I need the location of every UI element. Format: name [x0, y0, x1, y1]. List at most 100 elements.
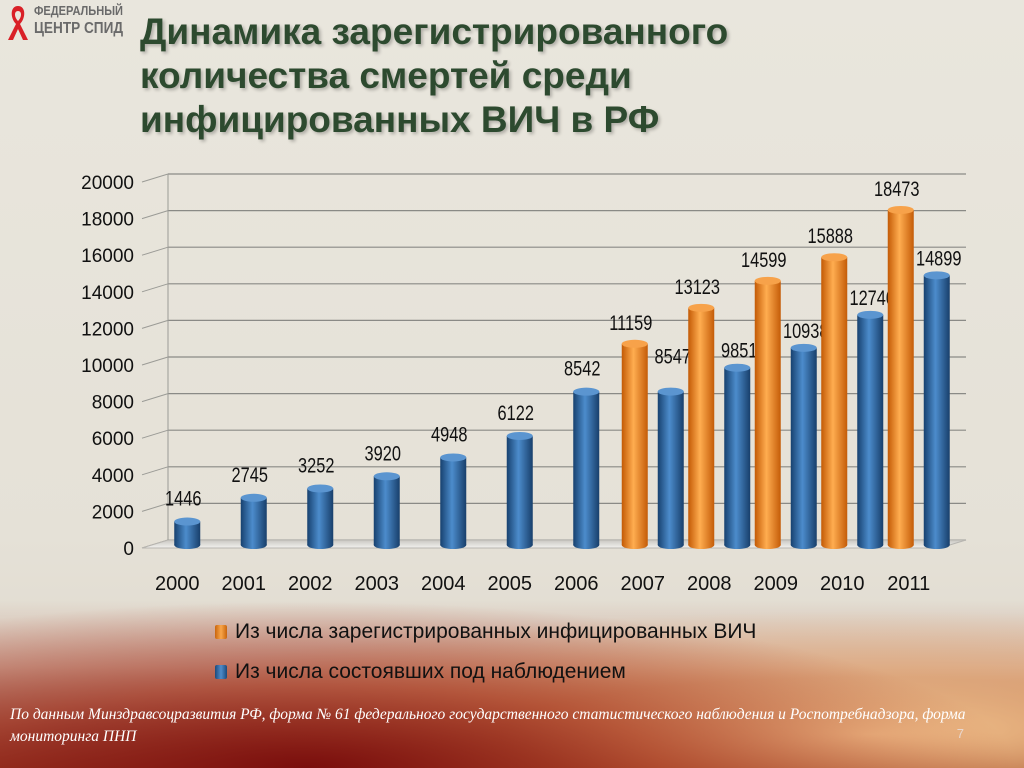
y-tick-label: 20000 [81, 173, 134, 194]
data-label-observed: 12740 [849, 286, 895, 309]
bar-observed [573, 391, 600, 545]
x-tick-label: 2004 [421, 573, 466, 595]
y-tick-label: 14000 [81, 283, 134, 304]
x-tick-label: 2007 [621, 573, 666, 595]
y-tick-label: 6000 [92, 429, 134, 450]
data-label-observed: 3920 [365, 441, 401, 464]
bar-observed [923, 275, 950, 545]
grid-depth-line [141, 393, 169, 403]
x-tick-label: 2010 [820, 573, 865, 595]
legend-swatch-blue [215, 665, 227, 679]
bar-observed-base [440, 541, 467, 549]
bar-observed [506, 435, 533, 545]
bar-observed-cap [506, 431, 533, 440]
bar-registered [621, 343, 648, 545]
y-tick-label: 2000 [92, 502, 134, 523]
title-line: инфицированных ВИЧ в РФ [140, 99, 660, 140]
bar-observed-base [506, 541, 533, 549]
y-tick-label: 0 [123, 539, 134, 560]
grid-depth-line [141, 429, 169, 439]
bar-chart: 0 2000 4000 6000 8000 10000 12000 14000 16000 180… [81, 173, 967, 595]
data-label-observed: 14899 [916, 246, 962, 269]
bar-registered-base [754, 541, 781, 549]
bar-observed-cap [657, 387, 684, 396]
grid-depth-line [141, 319, 169, 329]
grid-depth-line [141, 283, 169, 293]
data-label-registered: 13123 [674, 275, 720, 298]
bar-observed [307, 488, 334, 545]
bar-observed-base [573, 541, 600, 549]
bar-observed-cap [724, 363, 751, 372]
data-label-observed: 8547 [655, 345, 691, 368]
logo-line1: ФЕДЕРАЛЬНЫЙ [34, 3, 123, 18]
bar-observed [174, 521, 201, 545]
bar-observed-cap [857, 310, 884, 319]
x-tick-label: 2001 [222, 573, 267, 595]
bar-observed [857, 314, 884, 545]
bar-observed-base [923, 541, 950, 549]
bar-observed [790, 347, 817, 545]
grid-depth-line [141, 502, 169, 512]
x-tick-label: 2002 [288, 573, 333, 595]
decorative-background-band [0, 600, 1024, 768]
x-tick-label: 2008 [687, 573, 732, 595]
x-tick-label: 2006 [554, 573, 599, 595]
x-tick-label: 2003 [355, 573, 400, 595]
y-tick-label: 8000 [92, 393, 134, 414]
bar-observed [724, 367, 751, 545]
x-tick-label: 2011 [887, 573, 930, 595]
bar-observed [373, 476, 400, 545]
grid-depth-line [141, 246, 169, 256]
bar-observed-cap [923, 271, 950, 280]
bar-registered [821, 257, 848, 545]
title-line: количества смертей среди [140, 55, 632, 96]
bar-registered-base [887, 541, 914, 549]
red-ribbon-icon [8, 6, 28, 40]
logo-line2: ЦЕНТР СПИД [34, 20, 124, 37]
x-tick-label: 2005 [488, 573, 533, 595]
bar-registered-cap [754, 276, 781, 285]
page-number: 7 [956, 726, 964, 741]
bar-registered-cap [887, 205, 914, 214]
source-note: По данным Минздравсоцразвития РФ, форма … [10, 706, 966, 745]
bar-registered [887, 209, 914, 546]
data-label-registered: 18473 [874, 177, 920, 200]
y-tick-label: 4000 [92, 466, 134, 487]
bar-registered-base [621, 541, 648, 549]
data-label-observed: 4948 [431, 422, 467, 445]
y-tick-label: 16000 [81, 246, 134, 267]
bar-registered [754, 280, 781, 545]
data-label-observed: 9851 [721, 339, 757, 362]
bar-observed [440, 457, 467, 545]
grid-depth-line [141, 173, 169, 183]
data-label-registered: 14599 [741, 248, 787, 271]
data-label-observed: 10938 [783, 319, 829, 342]
x-tick-label: 2000 [155, 573, 200, 595]
bar-registered-base [688, 541, 715, 549]
bar-observed [657, 391, 684, 545]
bar-observed-base [240, 541, 267, 549]
y-tick-label: 12000 [81, 319, 134, 340]
legend-item-observed: Из числа состоявших под наблюдением [215, 656, 756, 688]
bar-observed-cap [174, 517, 201, 526]
page-title: Динамика зарегистрированного количества … [140, 10, 900, 142]
data-label-registered: 15888 [807, 224, 853, 247]
bar-observed-cap [307, 484, 334, 493]
bar-observed-base [790, 541, 817, 549]
data-label-observed: 1446 [165, 487, 201, 510]
legend-label: Из числа зарегистрированных инфицированн… [235, 620, 757, 643]
bar-observed-cap [790, 343, 817, 352]
data-label-observed: 8542 [564, 357, 600, 380]
bar-observed-cap [373, 472, 400, 481]
y-tick-label: 10000 [81, 356, 134, 377]
data-label-observed: 2745 [232, 463, 268, 486]
legend-item-registered: Из числа зарегистрированных инфицированн… [215, 616, 756, 648]
bar-observed-base [657, 541, 684, 549]
bar-observed-base [174, 541, 201, 549]
bar-registered-cap [621, 339, 648, 348]
grid-depth-line [141, 210, 169, 220]
x-tick-label: 2009 [754, 573, 799, 595]
bar-observed-base [724, 541, 751, 549]
grid-depth-line [141, 356, 169, 366]
bar-registered-cap [821, 253, 848, 262]
